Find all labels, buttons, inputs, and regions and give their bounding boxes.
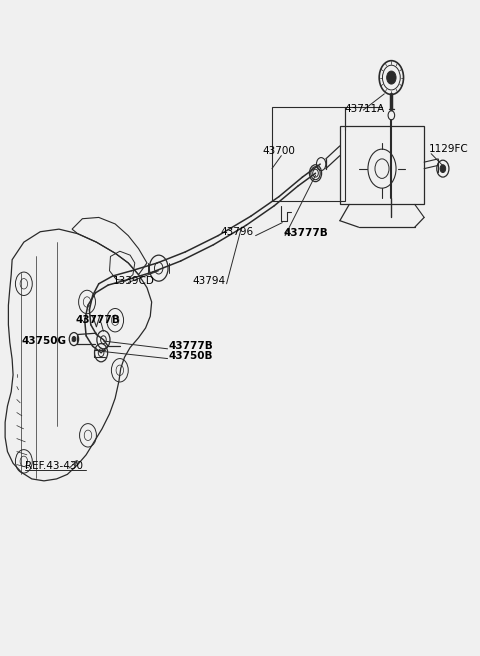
- Text: REF.43-430: REF.43-430: [25, 461, 83, 471]
- Text: 43750B: 43750B: [169, 351, 214, 361]
- Text: 43794: 43794: [192, 276, 225, 286]
- Text: 43777B: 43777B: [284, 228, 328, 238]
- Text: 43750G: 43750G: [22, 336, 67, 346]
- Bar: [340, 127, 424, 205]
- Circle shape: [72, 337, 76, 342]
- Text: 43700: 43700: [263, 146, 296, 156]
- Circle shape: [387, 71, 396, 84]
- Text: 1339CD: 1339CD: [113, 276, 155, 285]
- Text: 43777B: 43777B: [75, 315, 120, 325]
- Text: 43711A: 43711A: [345, 104, 385, 113]
- Text: 1129FC: 1129FC: [429, 144, 468, 154]
- Text: 43796: 43796: [220, 228, 253, 237]
- Bar: [272, 107, 345, 201]
- Text: 43777B: 43777B: [169, 341, 214, 351]
- Circle shape: [440, 165, 445, 173]
